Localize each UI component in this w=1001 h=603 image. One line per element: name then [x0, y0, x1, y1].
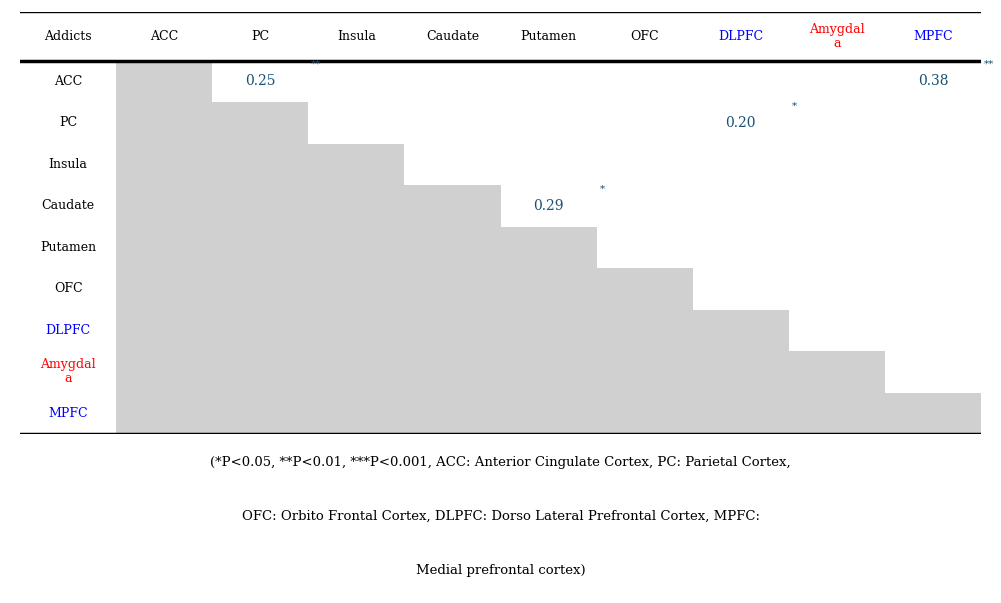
Text: DLPFC: DLPFC [718, 30, 764, 43]
Bar [116, 102, 308, 144]
Text: OFC: OFC [54, 282, 82, 295]
Bar [116, 268, 693, 310]
Text: Addicts: Addicts [44, 30, 92, 43]
Bar [116, 144, 404, 185]
Text: *: * [600, 185, 605, 194]
Text: Insula: Insula [49, 158, 87, 171]
Text: Medial prefrontal cortex): Medial prefrontal cortex) [415, 564, 586, 577]
Bar [116, 61, 212, 102]
Text: Insula: Insula [337, 30, 375, 43]
Text: Putamen: Putamen [40, 241, 96, 254]
Text: Putamen: Putamen [521, 30, 577, 43]
Text: Amygdal
a: Amygdal a [40, 358, 96, 385]
Text: 0.25: 0.25 [245, 74, 275, 89]
Bar [116, 227, 597, 268]
Text: MPFC: MPFC [48, 407, 88, 420]
Text: **: ** [311, 60, 321, 69]
Text: 0.29: 0.29 [534, 199, 564, 213]
Text: *: * [792, 101, 797, 110]
Bar [116, 351, 885, 393]
Text: ACC: ACC [54, 75, 82, 88]
Text: Caudate: Caudate [425, 30, 479, 43]
Bar [116, 310, 789, 351]
Bar [116, 393, 981, 434]
Text: DLPFC: DLPFC [45, 324, 91, 337]
Bar [116, 185, 500, 227]
Text: (*P<0.05, **P<0.01, ***P<0.001, ACC: Anterior Cingulate Cortex, PC: Parietal Cor: (*P<0.05, **P<0.01, ***P<0.001, ACC: Ant… [210, 456, 791, 470]
Text: MPFC: MPFC [913, 30, 953, 43]
Text: PC: PC [251, 30, 269, 43]
Text: Amygdal
a: Amygdal a [809, 23, 865, 50]
Text: **: ** [984, 60, 994, 69]
Text: 0.38: 0.38 [918, 74, 948, 89]
Text: 0.20: 0.20 [726, 116, 756, 130]
Text: Caudate: Caudate [41, 200, 95, 212]
Text: PC: PC [59, 116, 77, 130]
Text: ACC: ACC [150, 30, 178, 43]
Text: OFC: OFC [631, 30, 659, 43]
Text: OFC: Orbito Frontal Cortex, DLPFC: Dorso Lateral Prefrontal Cortex, MPFC:: OFC: Orbito Frontal Cortex, DLPFC: Dorso… [241, 510, 760, 523]
